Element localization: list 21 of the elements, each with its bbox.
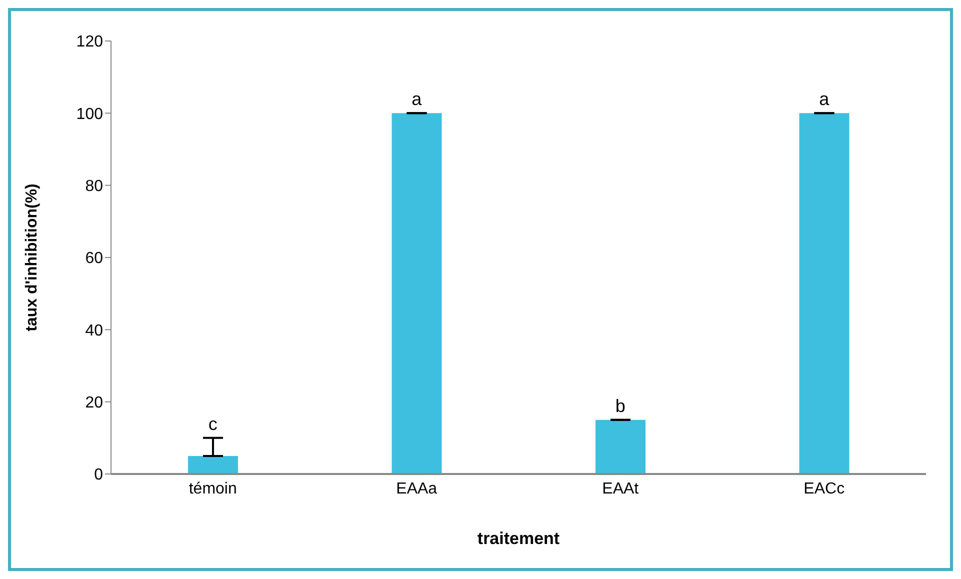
bar bbox=[799, 113, 850, 474]
bar bbox=[596, 420, 646, 474]
x-tick-label: témoin bbox=[188, 480, 237, 498]
y-axis-title: taux d'inhibition(%) bbox=[24, 184, 41, 332]
y-tick-label: 20 bbox=[85, 394, 104, 412]
y-tick-label: 80 bbox=[85, 178, 104, 196]
bar bbox=[188, 456, 238, 474]
annotation: a bbox=[819, 89, 830, 110]
y-tick-label: 100 bbox=[76, 106, 104, 123]
y-tick-label: 0 bbox=[94, 466, 104, 484]
annotation: b bbox=[615, 396, 626, 416]
y-tick-label: 120 bbox=[76, 34, 104, 51]
x-tick-label: EACc bbox=[804, 480, 845, 498]
x-axis-title: traitement bbox=[477, 529, 560, 548]
annotation: c bbox=[208, 414, 218, 434]
annotation: a bbox=[412, 89, 423, 110]
x-tick-label: EAAt bbox=[602, 480, 640, 498]
x-tick-label: EAAa bbox=[396, 480, 438, 498]
y-tick-label: 40 bbox=[85, 322, 104, 340]
y-tick-label: 60 bbox=[85, 250, 104, 268]
bar bbox=[392, 113, 442, 474]
